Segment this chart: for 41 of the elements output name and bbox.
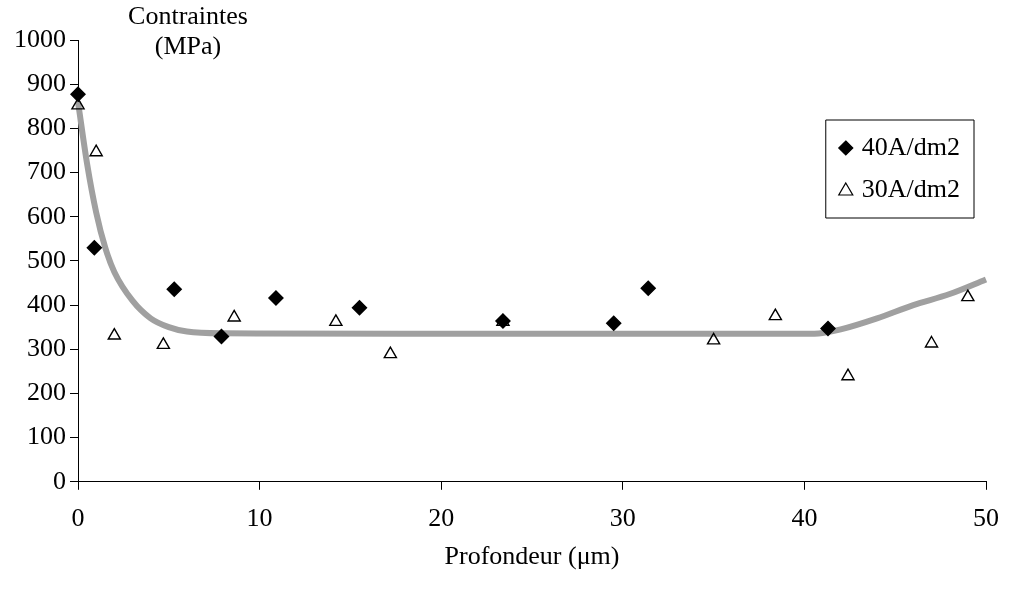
legend-label: 40A/dm2 — [861, 131, 961, 161]
x-tick-label: 10 — [246, 503, 273, 533]
x-tick-label: 50 — [973, 503, 999, 533]
y-tick-label: 700 — [27, 156, 66, 186]
point — [166, 281, 182, 297]
point — [70, 86, 86, 103]
x-tick-label: 40 — [791, 503, 818, 533]
y-tick-label: 300 — [27, 333, 66, 363]
point — [351, 300, 368, 316]
y-tick-label: 500 — [27, 244, 66, 274]
y-tick-label: 900 — [27, 68, 66, 98]
point — [268, 290, 284, 306]
x-axis-title: Profondeur (μm) — [444, 540, 620, 570]
y-tick-label: 400 — [27, 288, 66, 318]
point — [820, 320, 836, 337]
y-tick-label: 0 — [53, 465, 66, 495]
legend-label: 30A/dm2 — [861, 173, 961, 203]
x-tick-label: 0 — [71, 503, 85, 533]
y-axis-title: Contraintes (MPa) — [128, 0, 248, 60]
y-tick-label: 600 — [27, 200, 66, 230]
point — [86, 239, 103, 256]
point — [841, 368, 855, 381]
point — [89, 144, 103, 157]
point — [213, 328, 230, 345]
y-tick-label: 200 — [27, 377, 66, 407]
point — [606, 315, 622, 331]
point — [383, 346, 398, 359]
point — [329, 314, 343, 327]
y-tick-label: 1000 — [14, 23, 66, 53]
point — [961, 289, 975, 302]
point — [706, 332, 721, 345]
point — [640, 280, 656, 296]
point — [156, 337, 171, 350]
y-tick-label: 800 — [27, 112, 66, 142]
point — [924, 335, 939, 348]
point — [768, 308, 783, 321]
x-tick-label: 30 — [609, 503, 636, 533]
point — [227, 309, 241, 322]
x-tick-label: 20 — [428, 503, 455, 533]
point — [107, 327, 122, 340]
y-tick-label: 100 — [27, 421, 66, 451]
